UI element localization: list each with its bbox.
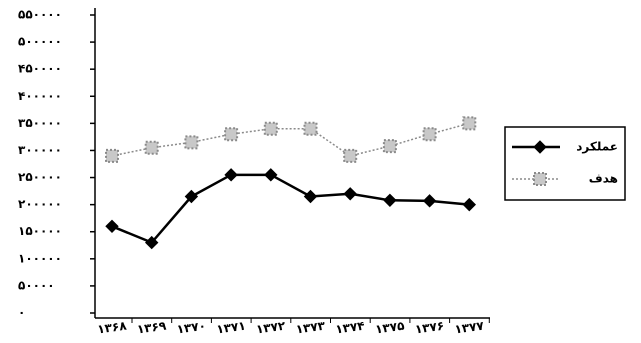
legend-label: هدف xyxy=(589,172,618,186)
x-tick-label: ۱۳۷۷ xyxy=(454,318,486,336)
x-tick-label: ۱۳۶۹ xyxy=(136,318,168,336)
data-point xyxy=(224,168,238,182)
x-tick-label: ۱۳۷۲ xyxy=(255,318,287,336)
legend-marker xyxy=(533,140,547,154)
data-point xyxy=(144,140,159,155)
legend-marker xyxy=(533,172,547,186)
data-point xyxy=(343,187,357,201)
x-tick-label: ۱۳۷۴ xyxy=(335,319,366,337)
data-point xyxy=(343,148,358,163)
x-tick-label: ۱۳۷۰ xyxy=(176,319,207,337)
data-point xyxy=(224,127,239,142)
data-point xyxy=(382,139,397,154)
data-point xyxy=(105,219,119,234)
y-tick-label: ۵۰۰۰۰۰ xyxy=(18,35,62,49)
data-point xyxy=(383,193,397,208)
x-tick-label: ۱۳۷۶ xyxy=(414,319,445,337)
data-point xyxy=(105,148,119,163)
data-point xyxy=(303,189,318,204)
y-tick-label: ۴۰۰۰۰۰ xyxy=(18,89,62,103)
y-tick-label: ۱۵۰۰۰۰ xyxy=(18,224,62,238)
y-tick-label: ۵۵۰۰۰۰ xyxy=(18,8,62,22)
series-line xyxy=(111,122,470,157)
data-point xyxy=(184,189,199,204)
y-tick-label: ۳۰۰۰۰۰ xyxy=(18,143,62,157)
y-tick-label: ۵۰۰۰۰ xyxy=(18,278,55,292)
legend-box xyxy=(504,126,626,201)
series-line xyxy=(111,173,470,245)
data-point xyxy=(184,135,199,150)
data-point xyxy=(144,235,159,250)
legend-label: عملکرد xyxy=(576,140,618,154)
data-point xyxy=(462,197,477,212)
y-tick-label: ۴۵۰۰۰۰ xyxy=(18,62,62,76)
y-tick-label: ۳۵۰۰۰۰ xyxy=(18,116,62,130)
data-point xyxy=(422,127,437,142)
x-tick-label: ۱۳۷۱ xyxy=(216,319,247,337)
data-point xyxy=(263,121,278,136)
x-tick-label: ۱۳۷۵ xyxy=(374,319,405,337)
y-tick-label: ۲۰۰۰۰۰ xyxy=(18,197,62,211)
y-tick-label: ۰ xyxy=(18,306,25,320)
data-point xyxy=(264,168,278,182)
y-tick-label: ۲۵۰۰۰۰ xyxy=(18,170,62,184)
data-point xyxy=(422,194,437,208)
data-point xyxy=(462,116,477,131)
x-tick-label: ۱۳۷۳ xyxy=(295,318,327,336)
y-tick-label: ۱۰۰۰۰۰ xyxy=(18,251,62,265)
x-tick-label: ۱۳۶۸ xyxy=(96,318,128,336)
data-point xyxy=(303,121,318,136)
